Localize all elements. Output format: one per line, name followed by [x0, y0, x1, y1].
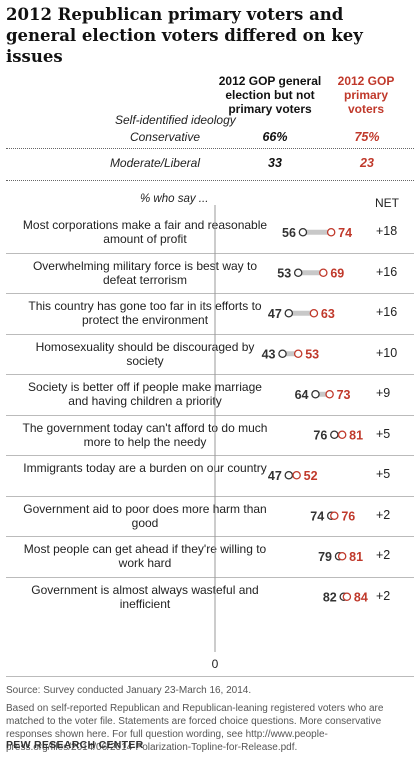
net-value: +9 — [376, 386, 391, 401]
value-label-general: 56 — [282, 226, 296, 240]
value-label-primary: 69 — [330, 266, 344, 280]
dot-general — [278, 349, 287, 358]
row-divider — [6, 414, 414, 416]
dot-general — [311, 389, 320, 399]
ideology-moderate-primary: 23 — [360, 156, 374, 170]
zero-tick-label: 0 — [212, 657, 219, 671]
value-label-general: 82 — [323, 590, 337, 604]
value-label-general: 47 — [268, 307, 282, 321]
value-label-primary: 84 — [354, 590, 368, 604]
value-label-primary: 76 — [341, 509, 355, 523]
row-divider — [6, 293, 414, 294]
dot-primary — [319, 268, 328, 277]
value-label-general: 76 — [313, 428, 327, 442]
value-label-general: 47 — [268, 469, 282, 483]
dot-general — [293, 268, 303, 277]
value-label-general: 64 — [295, 388, 309, 402]
statement-label: Most people can get ahead if they're wil… — [23, 542, 267, 571]
ideology-label: Self-identified ideology — [115, 113, 236, 127]
row-divider — [6, 374, 414, 375]
column-header-general: 2012 GOP general election but not primar… — [218, 74, 322, 116]
dot-primary — [342, 592, 352, 602]
net-value: +2 — [376, 507, 391, 522]
ideology-row-moderate: Moderate/Liberal — [109, 156, 200, 170]
net-value: +18 — [376, 224, 398, 239]
statement-label: The government today can't afford to do … — [22, 420, 268, 449]
row-divider — [6, 252, 414, 254]
statement-label: This country has gone too far in its eff… — [28, 299, 262, 328]
statement-label: Immigrants today are a burden on our cou… — [23, 461, 267, 476]
statement-label: Overwhelming military force is best way … — [32, 258, 258, 287]
dot-general — [330, 430, 339, 439]
net-header: NET — [375, 196, 399, 210]
value-label-primary: 73 — [337, 388, 351, 402]
net-value: +16 — [376, 264, 398, 279]
dot-primary — [309, 308, 319, 318]
dot-general — [284, 470, 294, 480]
value-label-primary: 53 — [305, 347, 319, 361]
dot-chart: 0 56 74 53 69 47 63 43 53 64 73 76 81 47 52 74 76 79 81 82 8… — [212, 205, 368, 671]
value-label-general: 74 — [310, 509, 324, 523]
say-header: % who say ... — [140, 193, 209, 205]
net-value: +16 — [376, 305, 398, 320]
column-header-primary: 2012 GOP primary voters — [337, 74, 395, 116]
dot-primary — [292, 470, 301, 480]
dot-primary — [325, 389, 334, 399]
net-value: +2 — [376, 588, 391, 603]
net-value: +2 — [376, 548, 391, 563]
dot-primary — [293, 349, 303, 358]
row-divider — [6, 536, 414, 537]
dot-primary — [330, 511, 339, 521]
statement-label: Most corporations make a fair and reason… — [22, 218, 268, 247]
dot-primary — [326, 227, 336, 237]
divider — [6, 180, 414, 181]
row-divider — [6, 576, 414, 578]
net-value: +5 — [376, 467, 391, 482]
net-value: +5 — [376, 426, 391, 441]
source-note: Source: Survey conducted January 23-Marc… — [6, 685, 252, 696]
footnote: Based on self-reported Republican and Re… — [6, 703, 384, 753]
statement-label: Government aid to poor does more harm th… — [23, 501, 267, 530]
chart-title: 2012 Republican primary voters and gener… — [6, 5, 363, 66]
value-label-general: 43 — [262, 347, 276, 361]
statement-label: Society is better off if people make mar… — [28, 380, 262, 409]
dot-general — [298, 227, 308, 237]
dot-primary — [337, 430, 347, 439]
row-divider — [6, 495, 414, 497]
statement-label: Government is almost always wasteful and… — [31, 582, 259, 611]
value-label-primary: 81 — [349, 428, 363, 442]
ideology-moderate-general: 33 — [268, 156, 282, 170]
value-label-primary: 74 — [338, 226, 352, 240]
chart-bottom-rule — [6, 676, 414, 677]
brand-logo: PEW RESEARCH CENTER — [6, 739, 144, 751]
value-label-primary: 52 — [304, 469, 318, 483]
dot-primary — [337, 552, 347, 561]
value-label-general: 79 — [318, 550, 332, 564]
dot-general — [284, 308, 294, 318]
value-label-primary: 81 — [349, 550, 363, 564]
divider — [6, 148, 414, 149]
ideology-row-conservative: Conservative — [129, 130, 200, 144]
ideology-conservative-general: 66% — [262, 130, 288, 144]
row-divider — [6, 333, 414, 335]
value-label-primary: 63 — [321, 307, 335, 321]
value-label-general: 53 — [277, 266, 291, 280]
statement-label: Homosexuality should be discouraged by s… — [35, 339, 255, 368]
ideology-conservative-primary: 75% — [354, 130, 380, 144]
net-value: +10 — [376, 345, 398, 360]
row-divider — [6, 455, 414, 456]
